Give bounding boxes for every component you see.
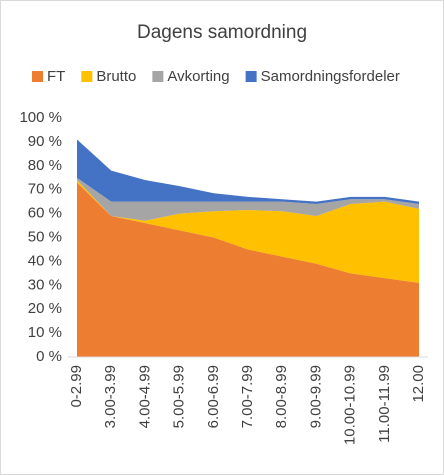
x-tick-label: 6.00-6.99 xyxy=(205,365,222,428)
area xyxy=(77,177,419,221)
x-tick-label: 5.00-5.99 xyxy=(171,365,188,428)
y-tick-label: 30 % xyxy=(28,276,62,293)
area xyxy=(77,180,419,283)
x-tick-label: 0-2.99 xyxy=(68,365,85,408)
chart-title: Dagens samordning xyxy=(137,22,307,43)
area xyxy=(77,182,419,357)
x-tick-label: 7.00-7.99 xyxy=(239,365,256,428)
legend-swatch xyxy=(152,71,164,82)
y-tick-label: 50 % xyxy=(28,228,62,245)
y-tick-label: 80 % xyxy=(28,157,62,174)
y-tick-label: 90 % xyxy=(28,133,62,150)
y-tick-label: 40 % xyxy=(28,252,62,269)
x-tick-label: 8.00-8.99 xyxy=(273,365,290,428)
legend-label: Avkorting xyxy=(167,68,229,85)
legend-swatch xyxy=(81,71,93,82)
x-tick-label: 3.00-3.99 xyxy=(102,365,119,428)
legend-swatch xyxy=(32,71,43,82)
x-tick-label: 9.00-9.99 xyxy=(307,365,324,428)
y-tick-label: 100 % xyxy=(19,109,62,126)
y-tick-label: 10 % xyxy=(28,324,62,341)
y-tick-label: 20 % xyxy=(28,300,62,317)
legend-swatch xyxy=(245,71,257,82)
y-tick-label: 60 % xyxy=(28,205,62,222)
x-tick-label: 12.00 xyxy=(410,365,427,403)
legend-label: Brutto xyxy=(96,68,136,85)
y-tick-label: 0 % xyxy=(36,348,62,365)
x-tick-label: 10.00-10.99 xyxy=(342,365,359,445)
legend-label: FT xyxy=(47,68,65,85)
x-tick-label: 11.00-11.99 xyxy=(376,365,393,443)
area xyxy=(77,139,419,205)
legend-label: Samordningsfordeler xyxy=(261,68,400,85)
x-tick-label: 4.00-4.99 xyxy=(136,365,153,428)
y-tick-label: 70 % xyxy=(28,181,62,198)
